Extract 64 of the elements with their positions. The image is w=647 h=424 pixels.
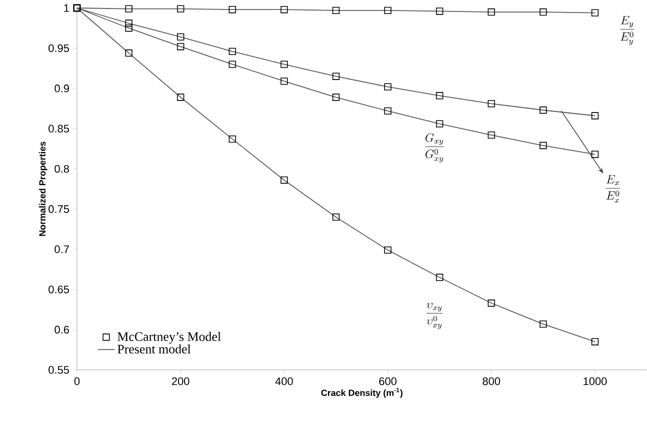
point	[332, 6, 340, 14]
annotation: $\frac{E_x}{E_x^0}$	[606, 175, 620, 203]
point	[488, 8, 495, 16]
point	[540, 142, 547, 150]
point	[436, 120, 444, 128]
point	[436, 8, 444, 15]
point	[591, 150, 599, 158]
point	[332, 72, 340, 80]
point	[540, 8, 547, 16]
y-tick-label: 0.75	[48, 205, 69, 213]
point	[280, 78, 288, 85]
point	[125, 5, 132, 12]
point	[488, 132, 495, 139]
x-tick-label: 1000	[584, 377, 607, 386]
annotation: $\frac{\upsilon_{xy}}{\upsilon_{xy}^0}$	[426, 302, 442, 330]
point	[591, 9, 599, 16]
point	[332, 94, 340, 101]
point	[228, 48, 236, 56]
y-tick-label: 0.85	[48, 124, 69, 133]
annotation: $\frac{E_y}{E_y^0}$	[620, 16, 634, 46]
point	[436, 92, 444, 100]
x-tick-label: 800	[482, 377, 500, 386]
point	[280, 176, 288, 184]
y-tick-label: 0.8	[54, 165, 69, 173]
point	[176, 33, 184, 41]
point	[176, 94, 184, 101]
point	[436, 274, 444, 282]
legend-label: Present model	[118, 344, 191, 354]
point	[591, 338, 599, 346]
point	[488, 100, 495, 108]
point	[125, 49, 132, 57]
point	[280, 60, 288, 68]
x-tick-label: 600	[379, 377, 396, 386]
point	[384, 246, 392, 254]
point	[591, 112, 599, 120]
point	[332, 214, 340, 221]
point	[540, 106, 547, 114]
point	[125, 20, 132, 27]
point	[488, 300, 495, 307]
y-tick-label: 1	[64, 4, 69, 12]
point	[228, 60, 236, 68]
y-tick-label: 0.9	[54, 84, 69, 92]
point	[384, 83, 392, 90]
y-tick-label: 0.55	[48, 366, 69, 374]
annotation: $\frac{G_{xy}}{G_{xy}^0}$	[424, 133, 444, 163]
point	[228, 136, 236, 143]
point	[384, 107, 392, 115]
point	[540, 320, 547, 328]
x-tick-label: 0	[74, 377, 80, 386]
y-tick-label: 0.95	[48, 44, 69, 52]
point	[280, 6, 288, 14]
point	[176, 5, 184, 12]
x-tick-label: 200	[172, 377, 190, 386]
point	[125, 24, 132, 32]
x-axis-title: Crack Density (m$^{-1}$)	[321, 388, 402, 398]
point	[228, 6, 236, 14]
x-tick-label: 400	[275, 377, 293, 386]
point	[384, 6, 392, 14]
y-tick-label: 0.65	[48, 286, 69, 294]
y-tick-label: 0.6	[54, 326, 69, 334]
point	[176, 43, 184, 50]
y-tick-label: 0.7	[54, 245, 69, 254]
legend-label: McCartney’s Model	[118, 332, 221, 344]
y-axis-title: Normalized Properties	[38, 142, 48, 236]
